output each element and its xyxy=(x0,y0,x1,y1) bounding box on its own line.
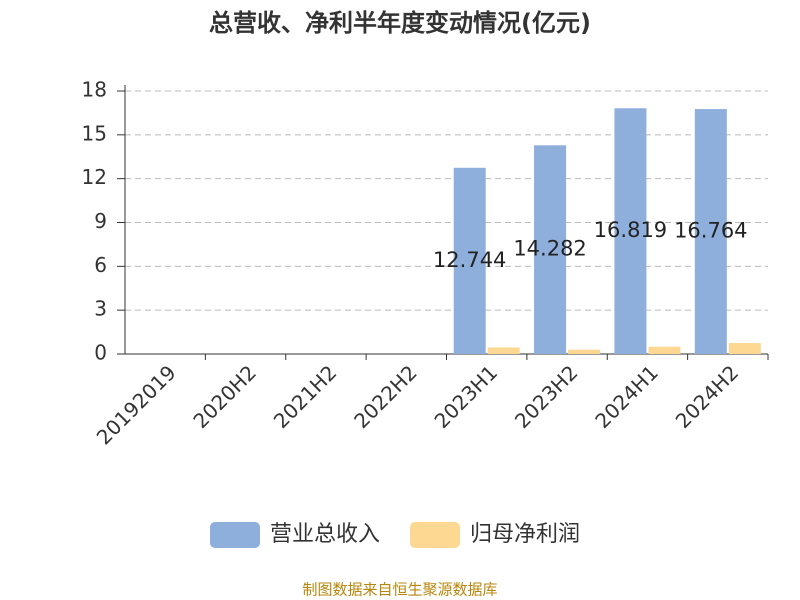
y-tick-label: 0 xyxy=(94,341,107,365)
bar xyxy=(614,108,647,354)
bar xyxy=(728,343,761,354)
y-tick-label: 12 xyxy=(82,165,107,189)
bar xyxy=(453,167,486,354)
legend-swatch xyxy=(210,522,260,548)
x-tick-label: 2023H1 xyxy=(430,360,503,433)
y-tick-label: 9 xyxy=(94,209,107,233)
y-tick-label: 18 xyxy=(82,78,107,102)
data-label: 16.819 xyxy=(594,218,667,242)
bar xyxy=(648,346,681,354)
bar xyxy=(568,349,601,354)
legend-label: 归母净利润 xyxy=(470,522,580,547)
data-label: 16.764 xyxy=(674,219,747,243)
y-tick-label: 6 xyxy=(94,253,107,277)
data-label: 14.282 xyxy=(513,237,586,261)
x-tick-label: 2024H1 xyxy=(590,360,663,433)
footer: 制图数据来自恒生聚源数据库 xyxy=(302,581,497,599)
x-tick-label: 2024H2 xyxy=(671,360,744,433)
x-tick-label: 2020H2 xyxy=(188,360,261,433)
x-tick-label: 2023H2 xyxy=(510,360,583,433)
data-label: 12.744 xyxy=(433,248,506,272)
x-tick-label: 20192019 xyxy=(92,360,181,449)
y-tick-label: 3 xyxy=(94,297,107,321)
x-tick-label: 2022H2 xyxy=(349,360,422,433)
chart-title: 总营收、净利半年度变动情况(亿元) xyxy=(209,9,591,37)
bar xyxy=(487,347,520,354)
legend-swatch xyxy=(410,522,460,548)
bar xyxy=(534,145,567,354)
bar xyxy=(694,109,727,355)
legend-label: 营业总收入 xyxy=(270,522,380,547)
x-tick-label: 2021H2 xyxy=(269,360,342,433)
y-tick-label: 15 xyxy=(82,121,107,145)
